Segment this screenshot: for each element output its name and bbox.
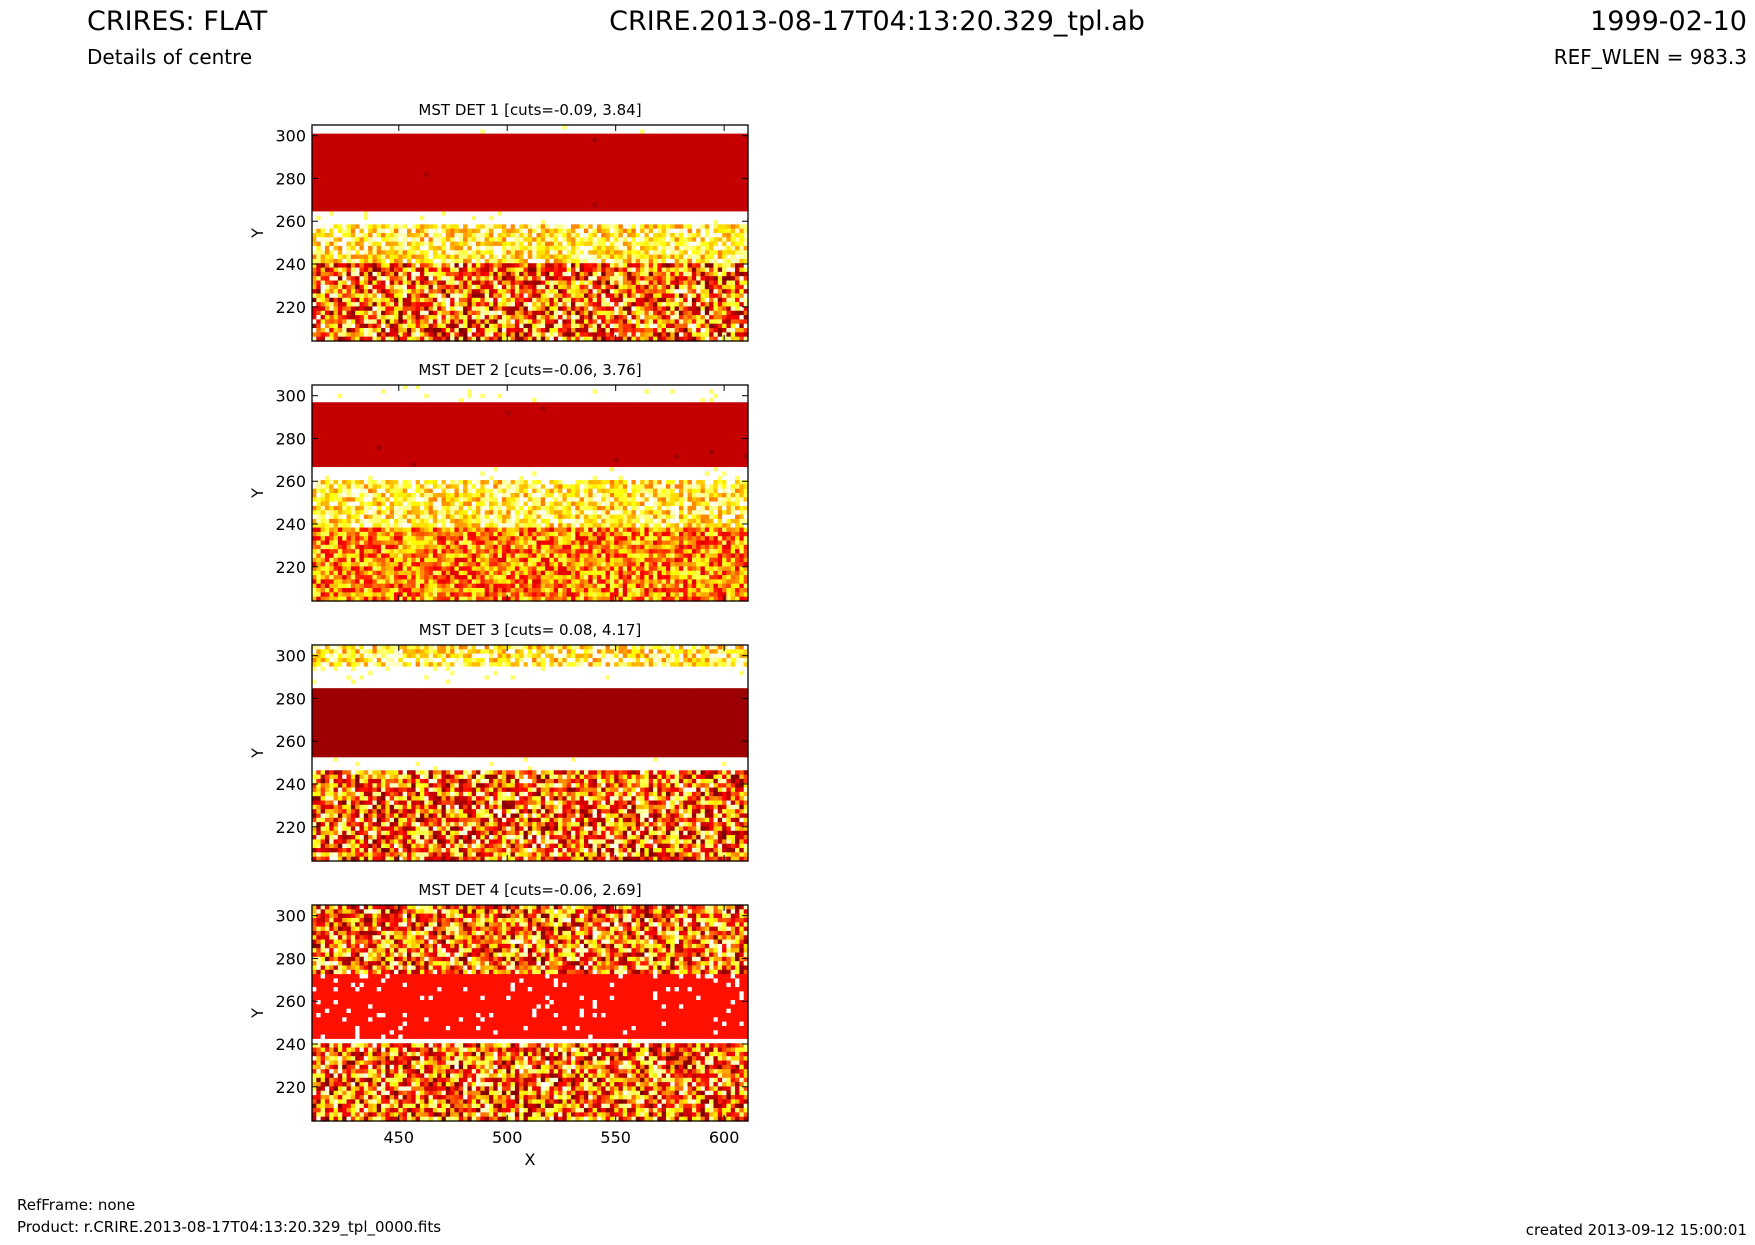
y-tick-label: 240 — [275, 255, 306, 274]
y-axis-label: Y — [248, 1008, 267, 1019]
panel-4: MST DET 4 [cuts=-0.06, 2.69] 220 240 260 280… — [248, 881, 749, 1169]
panel-title: MST DET 2 [cuts=-0.06, 3.76] — [418, 361, 641, 379]
panel-title: MST DET 3 [cuts= 0.08, 4.17] — [419, 621, 642, 639]
product-note: Product: r.CRIRE.2013-08-17T04:13:20.329… — [17, 1218, 441, 1236]
y-tick-label: 280 — [275, 429, 306, 448]
heatmap-image — [312, 645, 749, 862]
y-tick-label: 260 — [275, 732, 306, 751]
x-tick-label: 500 — [492, 1128, 523, 1147]
y-tick-label: 300 — [275, 907, 306, 926]
heatmap-image — [312, 385, 749, 602]
y-axis-label: Y — [248, 488, 267, 499]
x-axis-label: X — [525, 1150, 536, 1169]
y-axis-label: Y — [248, 228, 267, 239]
y-tick-label: 220 — [275, 1078, 306, 1097]
y-tick-label: 300 — [275, 387, 306, 406]
panel-3: MST DET 3 [cuts= 0.08, 4.17] 220 240 260 280… — [248, 621, 749, 862]
heatmap-image — [312, 905, 749, 1122]
panel-title: MST DET 1 [cuts=-0.09, 3.84] — [418, 101, 641, 119]
y-tick-label: 220 — [275, 558, 306, 577]
y-tick-label: 260 — [275, 992, 306, 1011]
y-tick-label: 280 — [275, 689, 306, 708]
y-tick-label: 240 — [275, 1035, 306, 1054]
y-tick-label: 240 — [275, 515, 306, 534]
panel-2: MST DET 2 [cuts=-0.06, 3.76] 220 240 260 280… — [248, 361, 749, 602]
y-tick-label: 300 — [275, 647, 306, 666]
y-tick-label: 300 — [275, 127, 306, 146]
x-tick-label: 550 — [600, 1128, 631, 1147]
y-tick-label: 220 — [275, 298, 306, 317]
y-tick-label: 260 — [275, 472, 306, 491]
y-tick-label: 260 — [275, 212, 306, 231]
heatmap-image — [312, 125, 749, 342]
y-tick-label: 280 — [275, 169, 306, 188]
created-timestamp: created 2013-09-12 15:00:01 — [1526, 1221, 1747, 1239]
y-tick-label: 220 — [275, 818, 306, 837]
panel-title: MST DET 4 [cuts=-0.06, 2.69] — [418, 881, 641, 899]
y-axis-label: Y — [248, 748, 267, 759]
y-tick-label: 240 — [275, 775, 306, 794]
y-tick-label: 280 — [275, 949, 306, 968]
x-tick-label: 600 — [709, 1128, 740, 1147]
refframe-note: RefFrame: none — [17, 1196, 135, 1214]
x-tick-label: 450 — [383, 1128, 414, 1147]
panel-1: MST DET 1 [cuts=-0.09, 3.84] 220 240 260 280… — [248, 101, 749, 342]
